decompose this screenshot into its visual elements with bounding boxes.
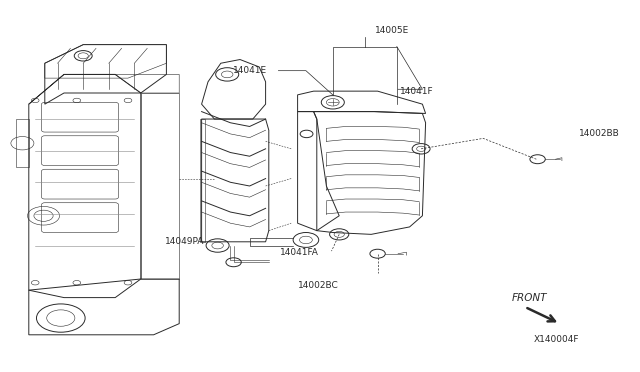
Text: 14005E: 14005E [375,26,410,35]
Text: FRONT: FRONT [512,293,547,303]
Text: 14002BC: 14002BC [298,281,339,290]
Text: 14041F: 14041F [400,87,434,96]
Text: X140004F: X140004F [534,335,580,344]
Text: 14041FA: 14041FA [280,248,319,257]
Text: 14041E: 14041E [234,66,268,75]
Text: 14002BB: 14002BB [579,129,620,138]
Text: 14049PA: 14049PA [165,237,205,246]
